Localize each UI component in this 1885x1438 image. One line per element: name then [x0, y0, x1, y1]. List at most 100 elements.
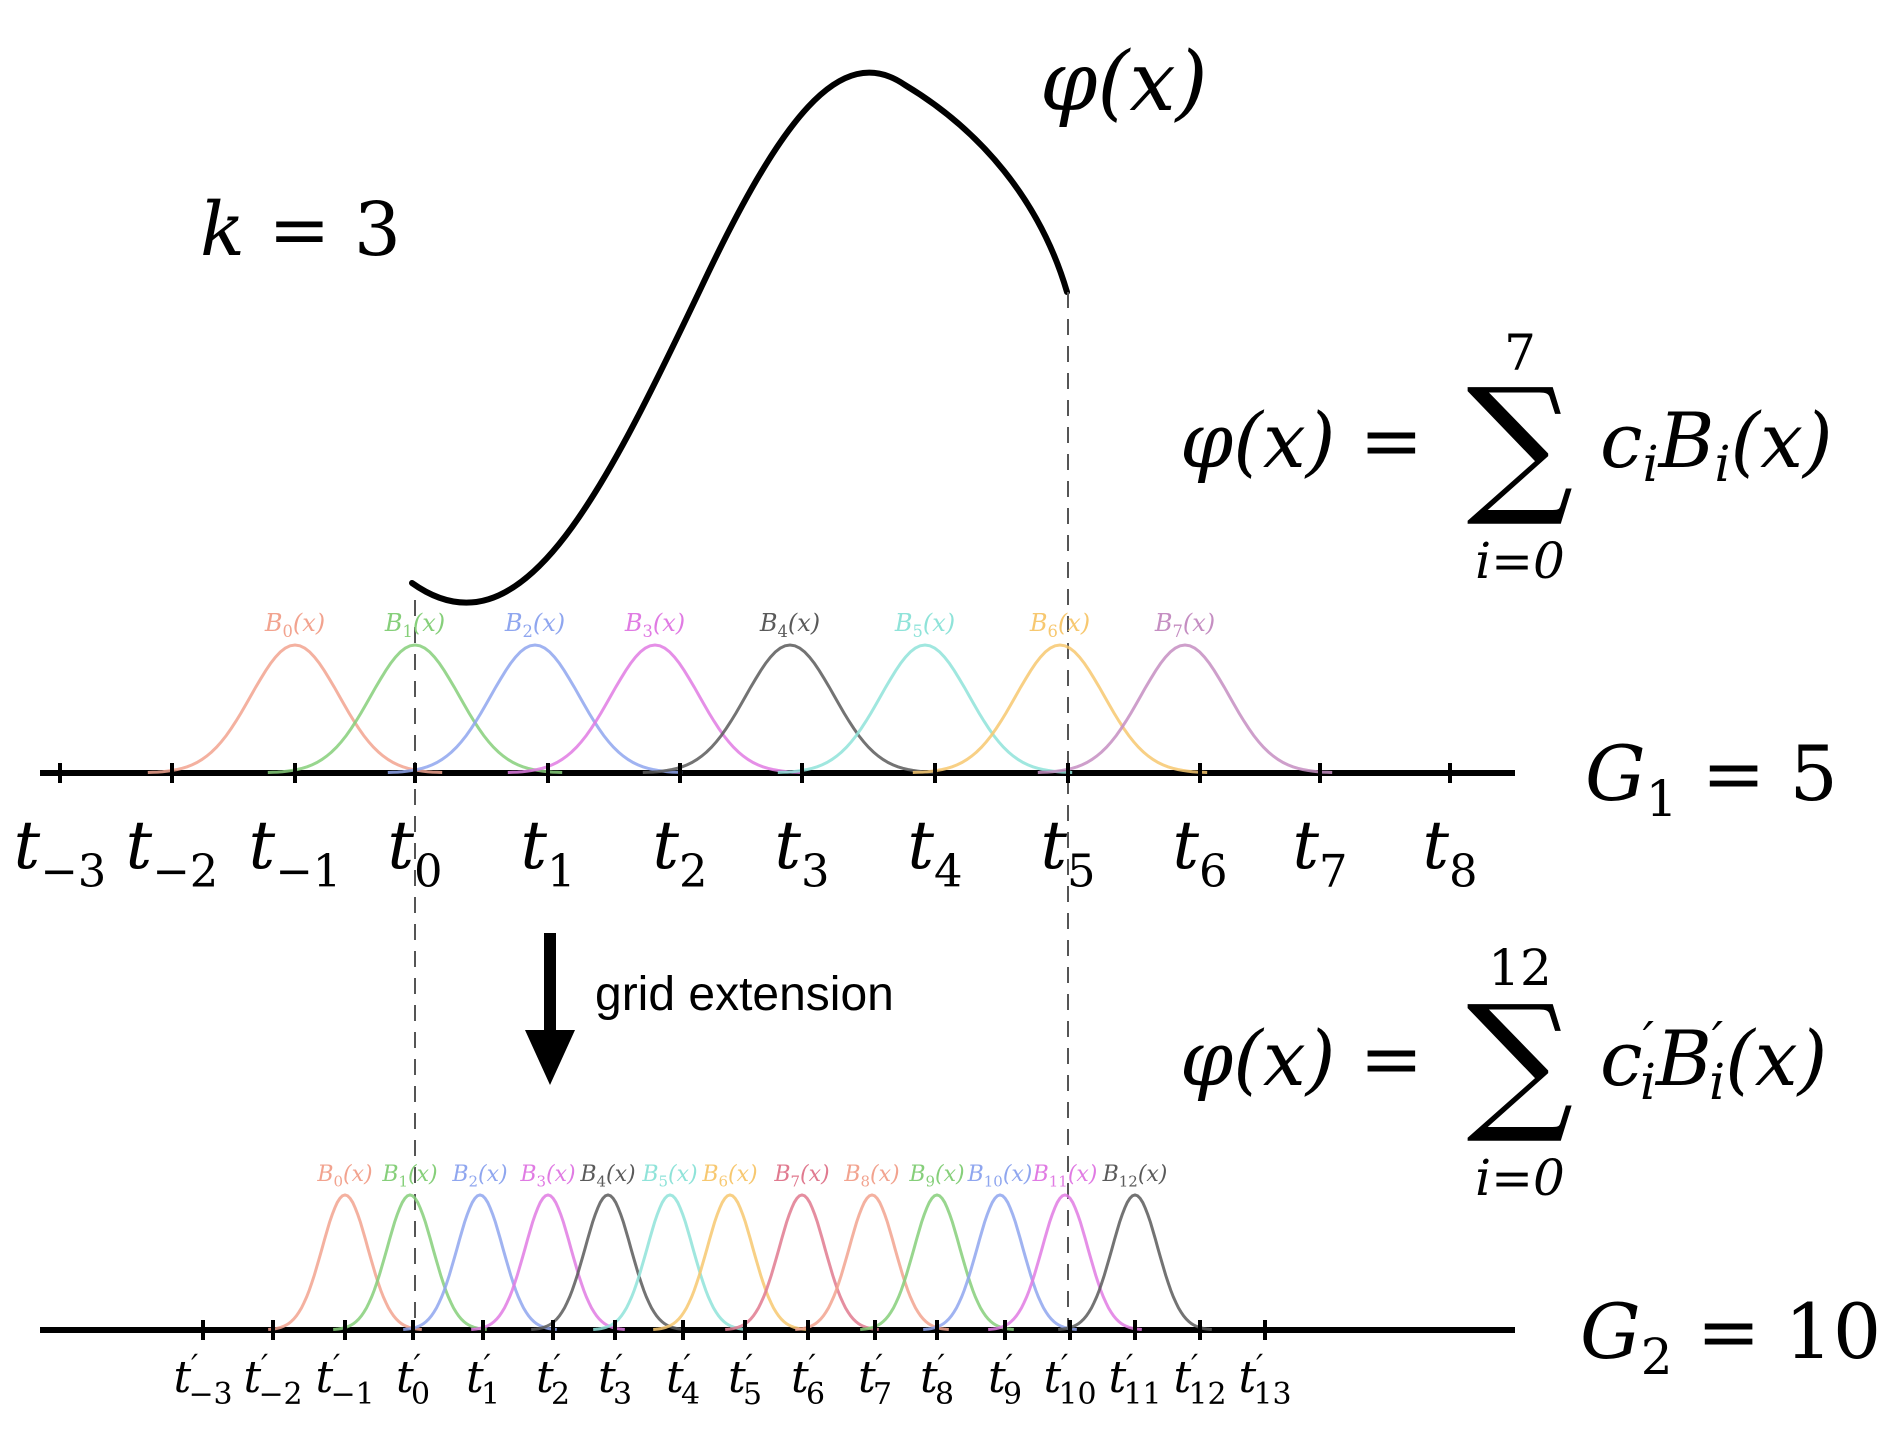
knot-label: t′ 1: [466, 1349, 500, 1412]
basis-label: B3(x): [519, 1162, 575, 1191]
formula-top-term: ciBi(x): [1600, 396, 1833, 493]
basis-curve: [147, 643, 443, 774]
basis-label: B5(x): [641, 1162, 697, 1191]
basis-label: B2(x): [451, 1162, 507, 1191]
basis-curve: [267, 643, 563, 774]
basis-curve: [1037, 643, 1333, 774]
knot-label: t0: [387, 807, 442, 897]
arrow-label: grid extension: [595, 968, 894, 1021]
knot-label: t3: [774, 807, 829, 897]
arrow-head: [525, 1030, 575, 1085]
formula-top: φ(x) = 7 ∑ i=0 ciBi(x): [1180, 324, 1833, 590]
bottom-basis-curves: B0(x) B1(x) B2(x) B3(x) B4(x) B5(x) B6(x) B7(x)…: [268, 1162, 1212, 1331]
basis-label: B4(x): [579, 1162, 635, 1191]
basis-label: B3(x): [624, 609, 685, 641]
knot-label: t5: [1040, 807, 1095, 897]
grid-top-label: G1 = 5: [1585, 729, 1838, 828]
basis-label: B10(x): [967, 1162, 1033, 1191]
basis-curve: [642, 643, 938, 774]
knot-label: t6: [1172, 807, 1227, 897]
knot-label: t−1: [249, 807, 342, 897]
basis-curve: [471, 1193, 625, 1331]
order-eq: = 3: [245, 187, 401, 273]
knot-label: t−3: [14, 807, 107, 897]
top-ticks: [58, 763, 1452, 783]
basis-curve: [387, 643, 683, 774]
knot-label: t′ 9: [988, 1349, 1022, 1412]
basis-label: B6(x): [1029, 609, 1090, 641]
basis-curve: [531, 1193, 685, 1331]
knot-label: t−2: [126, 807, 219, 897]
basis-label: B6(x): [701, 1162, 757, 1191]
grid-bottom-label: G2 = 10: [1580, 1287, 1881, 1386]
formula-bottom-lower: i=0: [1475, 1149, 1565, 1207]
basis-label: B1(x): [381, 1162, 437, 1191]
knot-label: t′ 10: [1043, 1349, 1096, 1412]
knot-label: t′ −1: [315, 1349, 374, 1412]
formula-bottom-sigma: ∑: [1466, 974, 1573, 1148]
basis-label: B9(x): [908, 1162, 964, 1191]
formula-bottom: φ(x) = 12 ∑ i=0 c′ iB′ i(x): [1180, 939, 1827, 1207]
formula-top-upper: 7: [1504, 324, 1536, 382]
basis-label: B7(x): [1154, 609, 1215, 641]
basis-label: B7(x): [773, 1162, 829, 1191]
basis-curve: [988, 1193, 1142, 1331]
knot-label: t1: [520, 807, 575, 897]
basis-label: B8(x): [843, 1162, 899, 1191]
formula-top-sigma: ∑: [1466, 357, 1573, 531]
knot-label: t4: [907, 807, 962, 897]
formula-top-lower: i=0: [1475, 532, 1565, 590]
knot-label: t′ 0: [396, 1349, 430, 1412]
knot-label: t′ 4: [666, 1349, 700, 1412]
knot-label: t′ 7: [858, 1349, 892, 1412]
basis-label: B2(x): [504, 609, 565, 641]
basis-curve: [403, 1193, 557, 1331]
formula-top-lhs: φ(x) =: [1180, 396, 1423, 485]
knot-label: t′ 13: [1238, 1349, 1291, 1412]
basis-curve: [912, 643, 1208, 774]
basis-curve: [860, 1193, 1014, 1331]
basis-label: B0(x): [264, 609, 325, 641]
knot-label: t′ −2: [243, 1349, 302, 1412]
formula-bottom-term: c′ iB′ i(x): [1600, 1011, 1827, 1111]
knot-label: t2: [652, 807, 707, 897]
grid-extension-arrow: [525, 933, 575, 1085]
knot-label: t7: [1292, 807, 1347, 897]
basis-curve: [333, 1193, 487, 1331]
order-var: k: [200, 187, 245, 273]
knot-label: t′ −3: [173, 1349, 232, 1412]
basis-curve: [795, 1193, 949, 1331]
basis-curve: [268, 1193, 422, 1331]
top-basis-curves: B0(x) B1(x) B2(x) B3(x) B4(x) B5(x) B6(x) B7(x): [147, 609, 1333, 774]
basis-curve: [725, 1193, 879, 1331]
basis-curve: [507, 643, 803, 774]
knot-label: t′ 5: [728, 1349, 762, 1412]
knot-label: t′ 12: [1173, 1349, 1226, 1412]
phi-label: φ(x): [1040, 35, 1208, 130]
basis-curve: [593, 1193, 747, 1331]
order-label: k = 3: [200, 187, 401, 273]
knot-label: t′ 3: [598, 1349, 632, 1412]
knot-label: t′ 2: [536, 1349, 570, 1412]
phi-curve: [409, 69, 1070, 606]
basis-label: B5(x): [894, 609, 955, 641]
formula-bottom-lhs: φ(x) =: [1180, 1014, 1423, 1103]
basis-curve: [777, 643, 1073, 774]
top-knot-labels: t−3 t−2 t−1 t0 t1 t2 t3 t4 t5 t6 t7 t8: [14, 807, 1478, 897]
bottom-knot-labels: t′ −3 t′ −2 t′ −1 t′ 0 t′ 1 t′ 2 t′ 3 t′ 4 t′ 5 t′ 6 t′ 7 t′ 8 t…: [173, 1349, 1291, 1412]
basis-curve: [653, 1193, 807, 1331]
bottom-ticks: [201, 1320, 1267, 1340]
basis-label: B4(x): [759, 609, 820, 641]
basis-curve: [1058, 1193, 1212, 1331]
knot-label: t′ 11: [1108, 1349, 1161, 1412]
basis-label: B0(x): [316, 1162, 372, 1191]
basis-curve: [923, 1193, 1077, 1331]
knot-label: t′ 8: [920, 1349, 954, 1412]
basis-label: B12(x): [1102, 1162, 1168, 1191]
basis-label: B1(x): [384, 609, 445, 641]
basis-label: B11(x): [1032, 1162, 1098, 1191]
knot-label: t′ 6: [791, 1349, 825, 1412]
knot-label: t8: [1422, 807, 1477, 897]
formula-bottom-upper: 12: [1488, 939, 1552, 997]
